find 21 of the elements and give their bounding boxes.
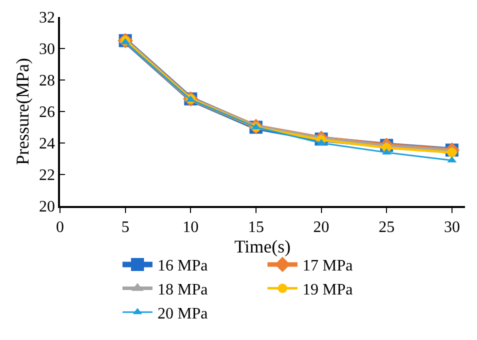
- x-axis-title: Time(s): [234, 236, 291, 257]
- y-tick-label: 26: [39, 104, 56, 122]
- legend-label: 16 MPa: [158, 258, 208, 275]
- y-tick-label: 24: [39, 136, 56, 153]
- legend-label: 20 MPa: [158, 305, 208, 322]
- y-tick-label: 32: [39, 10, 56, 27]
- x-tick-label: 30: [444, 218, 460, 236]
- legend-label: 17 MPa: [302, 258, 353, 275]
- x-tick-label: 25: [378, 218, 395, 236]
- x-tick-label: 5: [121, 218, 130, 236]
- y-tick-label: 20: [39, 198, 56, 216]
- legend-label: 18 MPa: [158, 282, 208, 299]
- y-tick-label: 22: [39, 167, 56, 184]
- x-tick-label: 0: [56, 218, 64, 236]
- x-tick-label: 20: [313, 218, 330, 236]
- legend-label: 19 MPa: [302, 282, 353, 299]
- y-tick-label: 28: [39, 72, 56, 90]
- y-axis-title: Pressure(MPa): [12, 58, 33, 165]
- x-tick-label: 10: [182, 218, 199, 236]
- y-tick-label: 30: [39, 41, 56, 58]
- x-tick-label: 15: [248, 218, 264, 236]
